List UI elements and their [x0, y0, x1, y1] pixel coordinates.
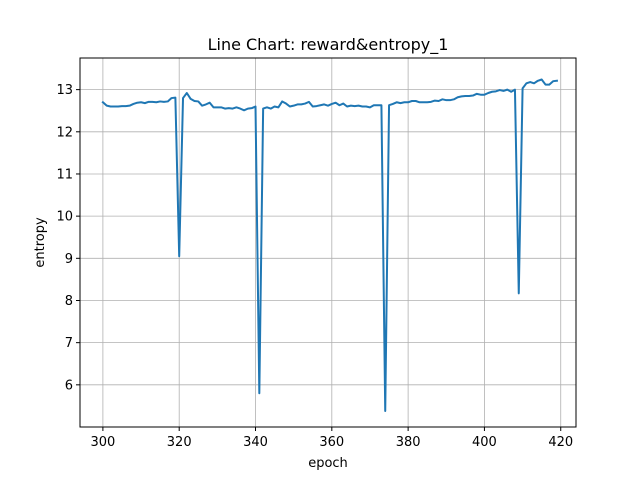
x-axis-label: epoch [308, 456, 348, 471]
y-tick-label: 13 [56, 83, 73, 98]
grid [80, 58, 576, 427]
series-line-entropy [101, 78, 559, 412]
x-tick-label: 300 [90, 435, 115, 450]
x-tick-label: 320 [167, 435, 192, 450]
y-tick-label: 6 [65, 378, 73, 393]
y-tick-label: 9 [65, 252, 73, 267]
plot-frame [79, 57, 577, 428]
y-tick-label: 10 [56, 210, 73, 225]
x-tick-label: 360 [319, 435, 344, 450]
series-layer [101, 78, 559, 412]
y-tick-label: 7 [65, 336, 73, 351]
x-tick-label: 380 [396, 435, 421, 450]
chart-title: Line Chart: reward&entropy_1 [208, 35, 449, 55]
y-axis-label: entropy [33, 217, 48, 268]
x-tick-label: 400 [472, 435, 497, 450]
x-tick-label: 420 [548, 435, 573, 450]
y-tick-label: 12 [56, 125, 73, 140]
y-tick-label: 11 [56, 167, 73, 182]
axis-ticks: 300 320 340 360 380 400 420 6 7 8 9 10 11 12 13 [56, 83, 573, 450]
x-tick-label: 340 [243, 435, 268, 450]
y-tick-label: 8 [65, 294, 73, 309]
